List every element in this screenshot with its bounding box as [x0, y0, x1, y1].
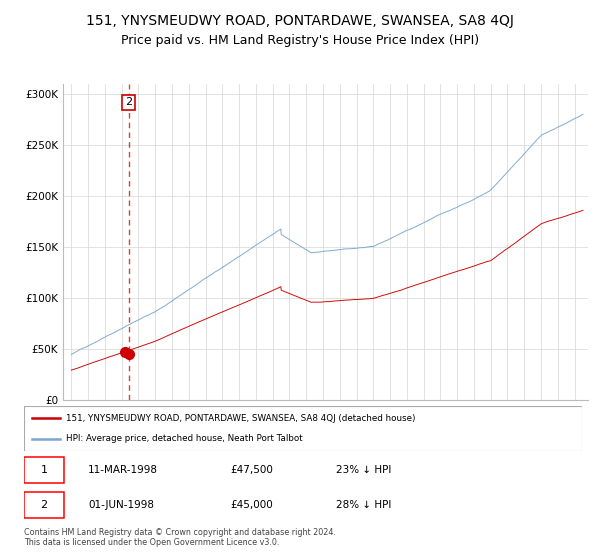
- Text: 151, YNYSMEUDWY ROAD, PONTARDAWE, SWANSEA, SA8 4QJ (detached house): 151, YNYSMEUDWY ROAD, PONTARDAWE, SWANSE…: [66, 414, 415, 423]
- Text: £47,500: £47,500: [230, 465, 274, 475]
- Text: 1: 1: [41, 465, 47, 475]
- Text: Contains HM Land Registry data © Crown copyright and database right 2024.
This d: Contains HM Land Registry data © Crown c…: [24, 528, 336, 547]
- Text: 151, YNYSMEUDWY ROAD, PONTARDAWE, SWANSEA, SA8 4QJ: 151, YNYSMEUDWY ROAD, PONTARDAWE, SWANSE…: [86, 14, 514, 28]
- Text: 11-MAR-1998: 11-MAR-1998: [88, 465, 158, 475]
- Text: Price paid vs. HM Land Registry's House Price Index (HPI): Price paid vs. HM Land Registry's House …: [121, 34, 479, 46]
- FancyBboxPatch shape: [24, 406, 582, 451]
- FancyBboxPatch shape: [24, 492, 64, 519]
- Text: £45,000: £45,000: [230, 501, 273, 510]
- FancyBboxPatch shape: [24, 458, 64, 483]
- Text: 01-JUN-1998: 01-JUN-1998: [88, 501, 154, 510]
- Text: 23% ↓ HPI: 23% ↓ HPI: [337, 465, 392, 475]
- Text: 28% ↓ HPI: 28% ↓ HPI: [337, 501, 392, 510]
- Text: 2: 2: [125, 97, 133, 108]
- Text: HPI: Average price, detached house, Neath Port Talbot: HPI: Average price, detached house, Neat…: [66, 434, 302, 443]
- Text: 2: 2: [41, 501, 47, 510]
